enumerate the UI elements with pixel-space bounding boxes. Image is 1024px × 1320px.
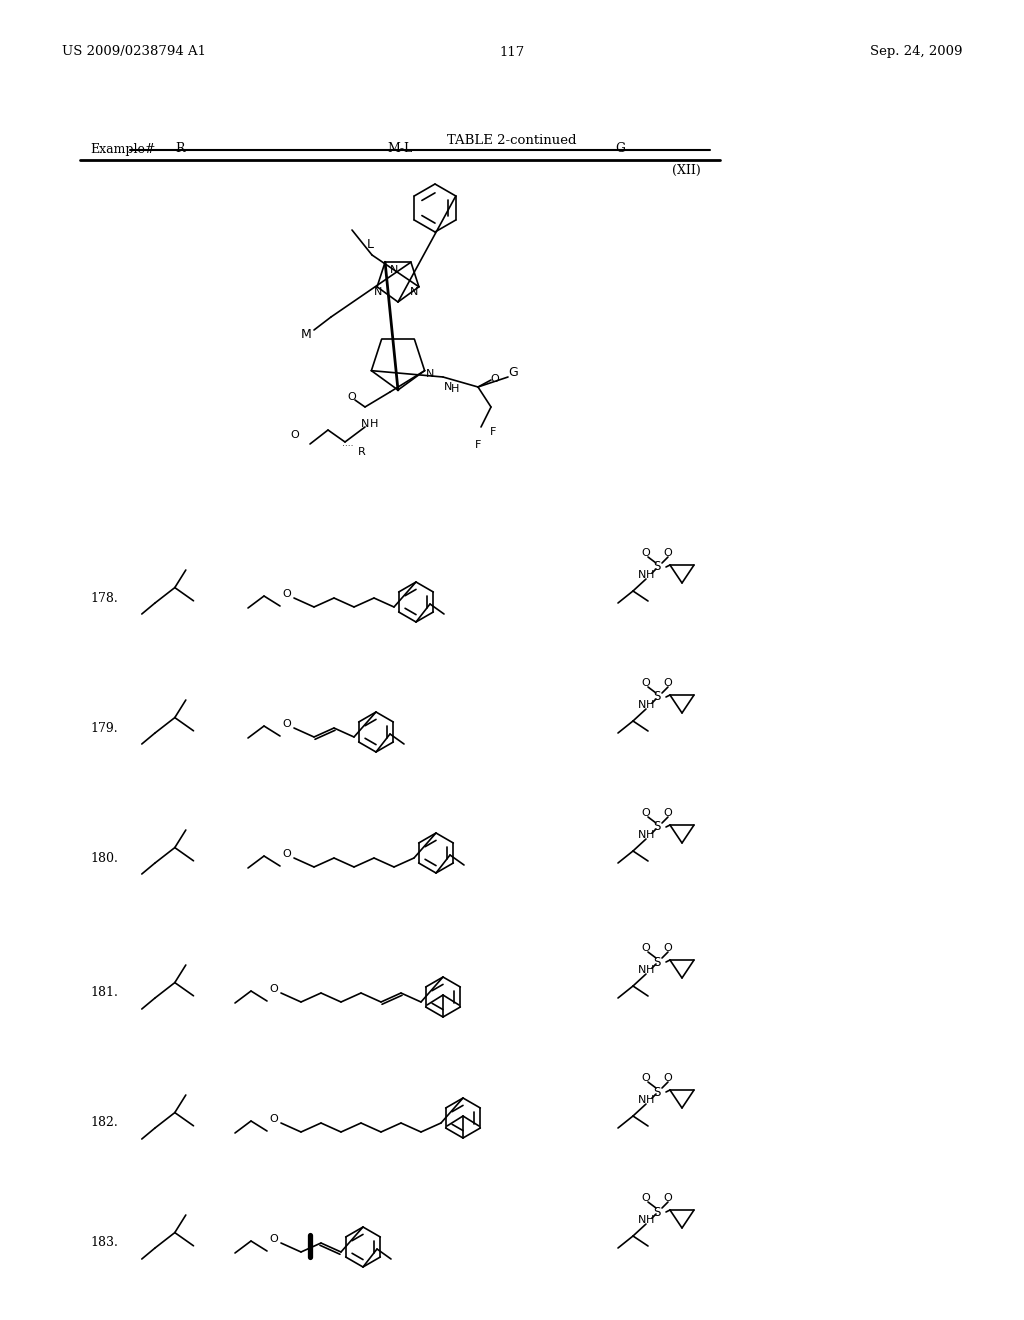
Text: R: R bbox=[358, 447, 366, 457]
Text: N: N bbox=[426, 370, 434, 379]
Text: 181.: 181. bbox=[90, 986, 118, 999]
Text: 180.: 180. bbox=[90, 851, 118, 865]
Text: (XII): (XII) bbox=[672, 164, 700, 177]
Text: F: F bbox=[475, 440, 481, 450]
Text: N: N bbox=[374, 286, 382, 297]
Text: M-L: M-L bbox=[387, 143, 413, 156]
Text: O: O bbox=[642, 942, 650, 953]
Text: TABLE 2-continued: TABLE 2-continued bbox=[447, 133, 577, 147]
Text: H: H bbox=[646, 965, 654, 975]
Text: N: N bbox=[638, 830, 646, 840]
Text: O: O bbox=[490, 374, 500, 384]
Text: O: O bbox=[642, 808, 650, 818]
Text: N: N bbox=[360, 418, 370, 429]
Text: N: N bbox=[638, 570, 646, 579]
Text: G: G bbox=[508, 366, 518, 379]
Text: O: O bbox=[282, 719, 291, 729]
Text: H: H bbox=[451, 384, 459, 393]
Text: 117: 117 bbox=[500, 45, 524, 58]
Text: S: S bbox=[653, 1205, 660, 1218]
Text: N: N bbox=[410, 286, 418, 297]
Text: Sep. 24, 2009: Sep. 24, 2009 bbox=[869, 45, 962, 58]
Text: O: O bbox=[282, 849, 291, 859]
Text: O: O bbox=[664, 942, 673, 953]
Text: O: O bbox=[269, 983, 278, 994]
Text: N: N bbox=[443, 381, 453, 392]
Text: 178.: 178. bbox=[90, 591, 118, 605]
Text: O: O bbox=[642, 678, 650, 688]
Text: F: F bbox=[489, 426, 497, 437]
Text: O: O bbox=[664, 1193, 673, 1203]
Text: O: O bbox=[347, 392, 356, 403]
Text: N: N bbox=[638, 1214, 646, 1225]
Text: 182.: 182. bbox=[90, 1117, 118, 1130]
Text: S: S bbox=[653, 956, 660, 969]
Text: O: O bbox=[269, 1114, 278, 1125]
Text: S: S bbox=[653, 561, 660, 573]
Text: Example#: Example# bbox=[90, 143, 156, 156]
Text: 183.: 183. bbox=[90, 1237, 118, 1250]
Text: O: O bbox=[282, 589, 291, 599]
Text: H: H bbox=[646, 1096, 654, 1105]
Text: O: O bbox=[642, 548, 650, 558]
Text: N: N bbox=[390, 265, 398, 275]
Text: S: S bbox=[653, 821, 660, 833]
Text: O: O bbox=[642, 1073, 650, 1082]
Text: H: H bbox=[646, 570, 654, 579]
Text: S: S bbox=[653, 690, 660, 704]
Text: N: N bbox=[638, 1096, 646, 1105]
Text: O: O bbox=[664, 1073, 673, 1082]
Text: L: L bbox=[367, 239, 374, 252]
Text: O: O bbox=[664, 548, 673, 558]
Text: ····: ···· bbox=[342, 442, 353, 451]
Text: H: H bbox=[646, 1214, 654, 1225]
Text: H: H bbox=[646, 830, 654, 840]
Text: G: G bbox=[615, 143, 625, 156]
Text: O: O bbox=[291, 430, 299, 440]
Text: H: H bbox=[370, 418, 378, 429]
Text: R: R bbox=[175, 143, 184, 156]
Text: US 2009/0238794 A1: US 2009/0238794 A1 bbox=[62, 45, 206, 58]
Text: 179.: 179. bbox=[90, 722, 118, 734]
Text: O: O bbox=[642, 1193, 650, 1203]
Text: O: O bbox=[269, 1234, 278, 1243]
Text: S: S bbox=[653, 1085, 660, 1098]
Text: N: N bbox=[638, 700, 646, 710]
Text: N: N bbox=[638, 965, 646, 975]
Text: O: O bbox=[664, 678, 673, 688]
Text: O: O bbox=[664, 808, 673, 818]
Text: H: H bbox=[646, 700, 654, 710]
Text: M: M bbox=[301, 329, 311, 342]
